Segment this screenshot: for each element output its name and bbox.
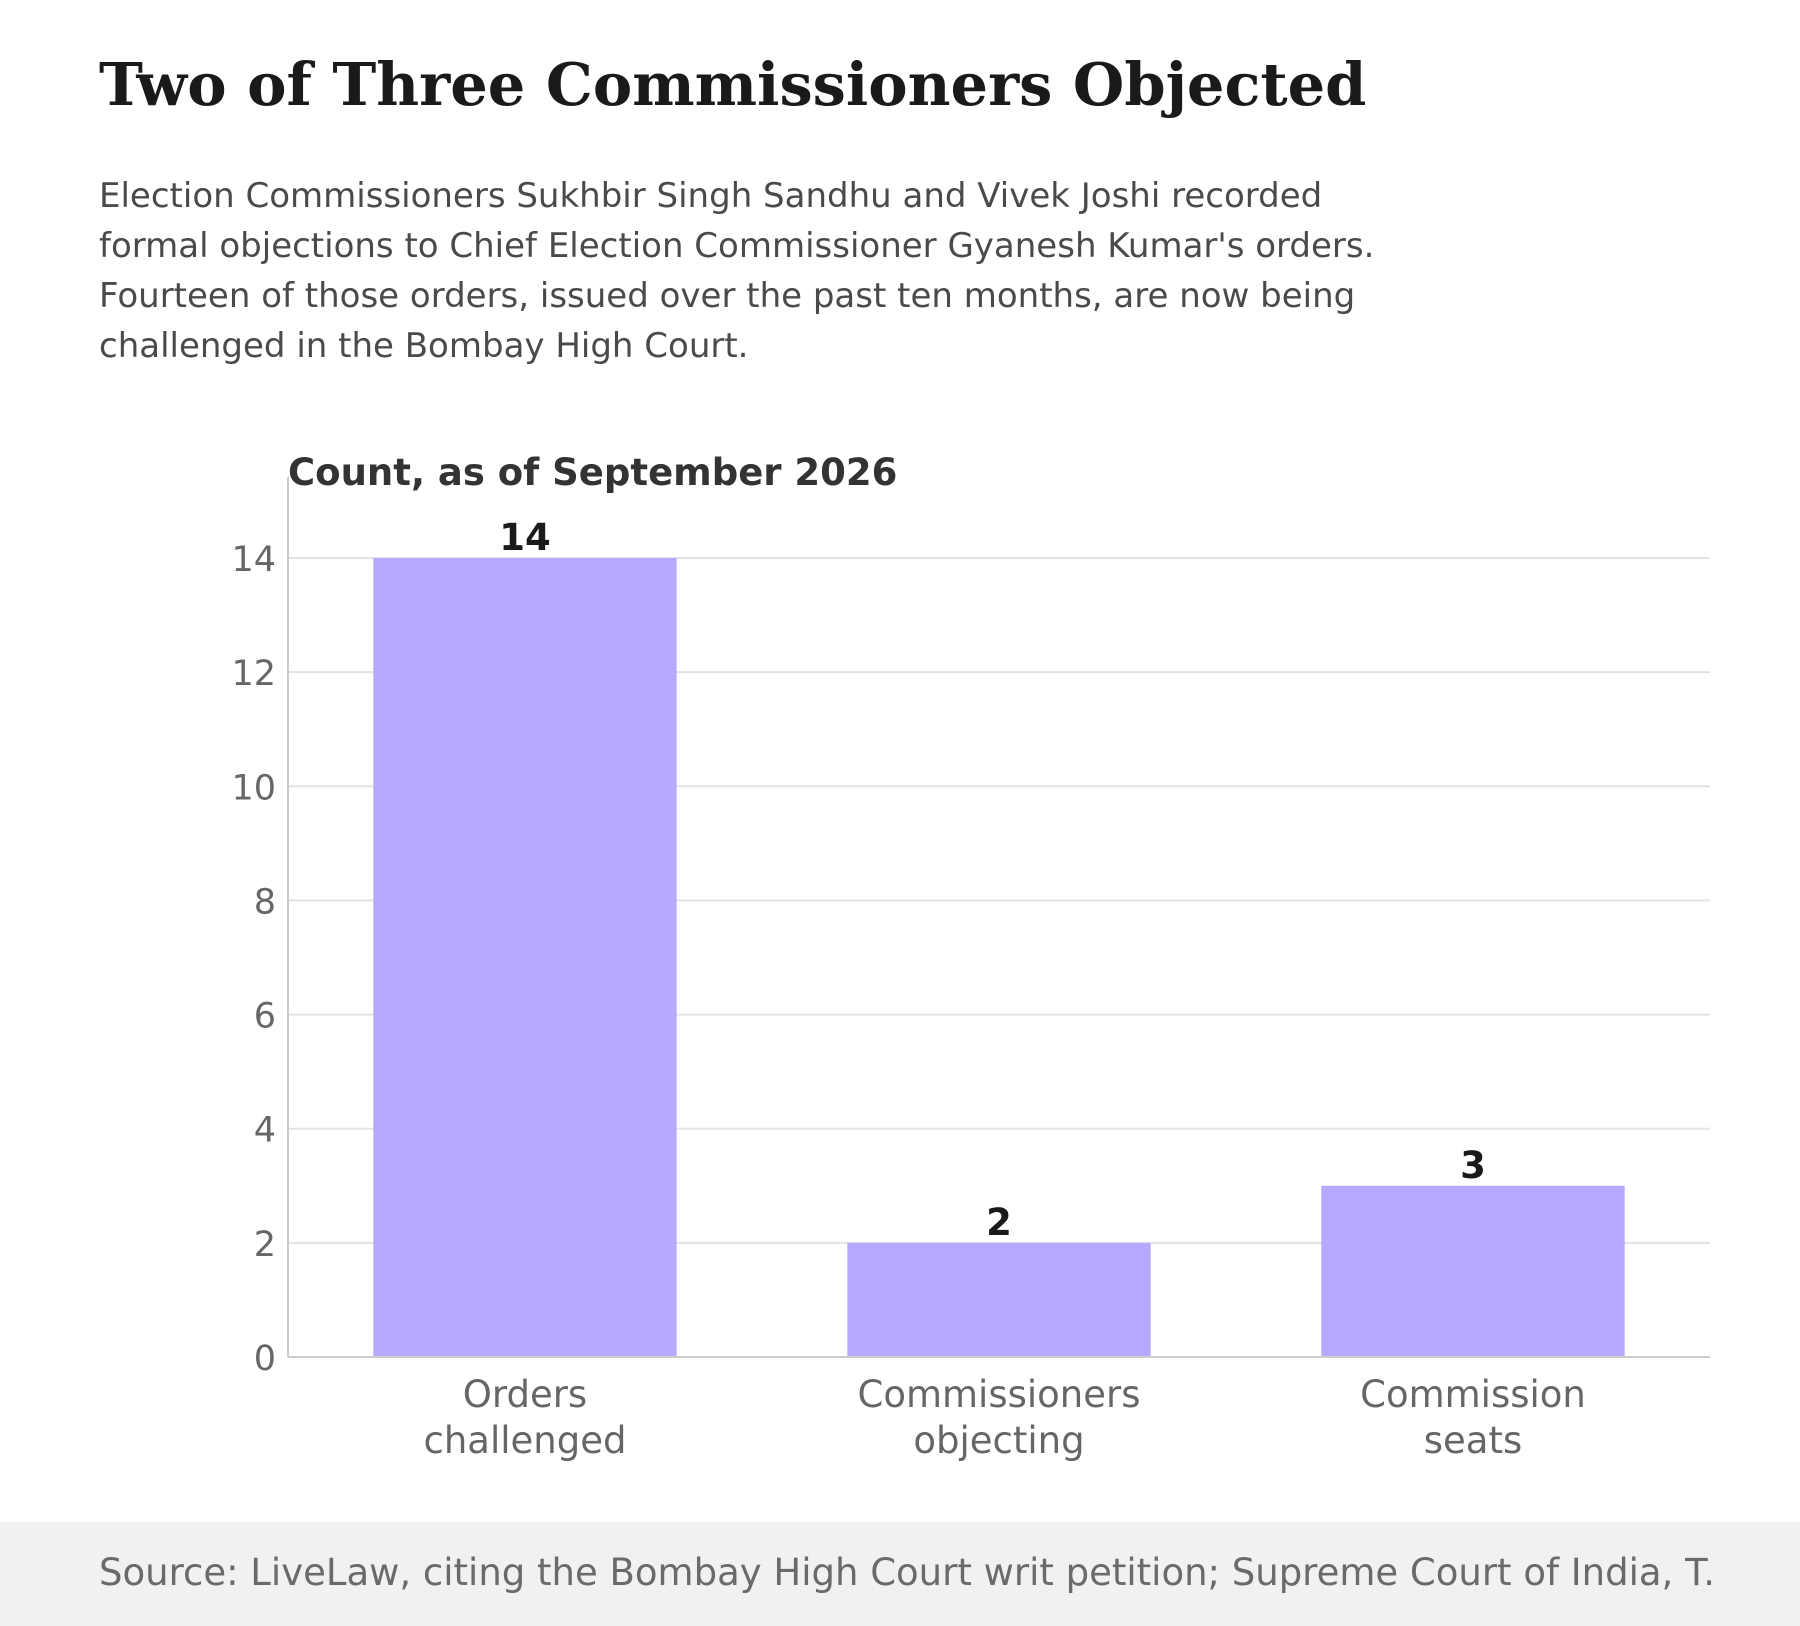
x-tick-label: seats <box>1424 1419 1523 1462</box>
y-tick-label: 14 <box>231 540 276 580</box>
x-tick-label: Commission <box>1360 1373 1586 1416</box>
axes <box>287 477 1710 1358</box>
bar <box>847 1242 1151 1357</box>
bar <box>1321 1185 1625 1357</box>
bars <box>373 558 1625 1357</box>
y-tick-label: 2 <box>254 1225 276 1265</box>
y-tick-label: 4 <box>254 1111 276 1151</box>
bar <box>373 558 677 1357</box>
x-tick-label: Orders <box>463 1373 587 1416</box>
bar-data-labels: 14 2 3 <box>499 516 1486 1244</box>
page-title: Two of Three Commissioners Objected <box>99 50 1367 119</box>
bar-value-label: 3 <box>1460 1144 1486 1187</box>
y-tick-label: 12 <box>231 654 276 694</box>
bar-value-label: 2 <box>986 1201 1012 1244</box>
x-tick-label: Commissioners <box>857 1373 1140 1416</box>
chart-title: Count, as of September 2026 <box>288 451 897 494</box>
footer: Source: LiveLaw, citing the Bombay High … <box>0 1522 1800 1626</box>
y-tick-label: 0 <box>254 1339 276 1379</box>
y-axis-ticks: 0 2 4 6 8 10 12 14 <box>231 540 276 1379</box>
x-tick-label: challenged <box>424 1419 627 1462</box>
y-tick-label: 10 <box>231 768 276 808</box>
y-tick-label: 8 <box>254 882 276 922</box>
x-tick-label: objecting <box>913 1419 1084 1462</box>
y-tick-label: 6 <box>254 997 276 1037</box>
bar-value-label: 14 <box>499 516 551 559</box>
page-subtitle: Election Commissioners Sukhbir Singh San… <box>99 176 1375 366</box>
source-note: Source: LiveLaw, citing the Bombay High … <box>99 1551 1716 1594</box>
bar-chart: Count, as of September 2026 0 2 4 6 8 10 12 14 … <box>231 451 1710 1462</box>
